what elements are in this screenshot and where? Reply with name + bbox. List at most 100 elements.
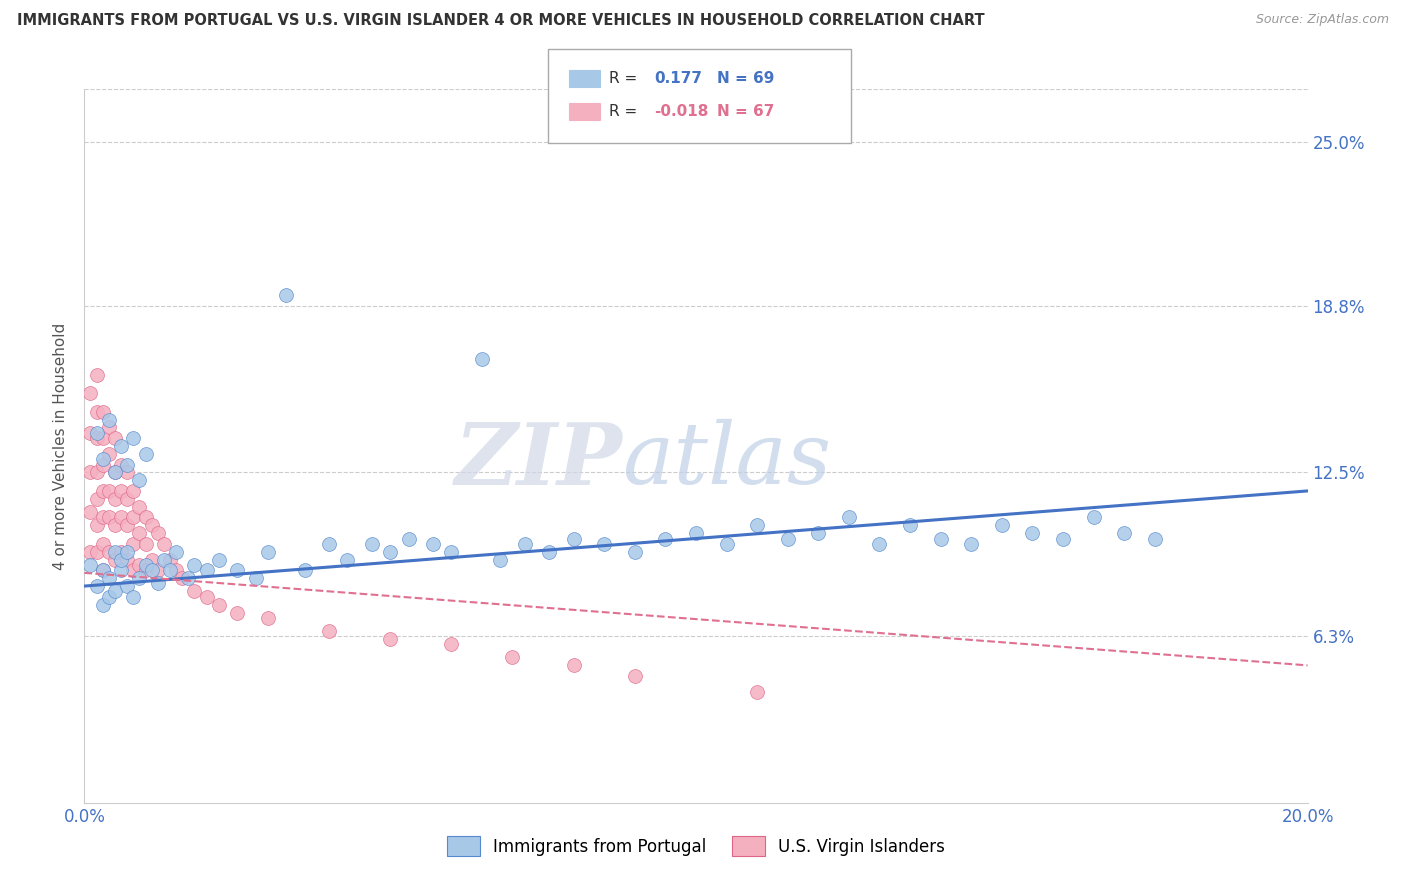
Point (208, 598, 231, 612)
Point (79, 386, 101, 401)
Point (79, 558, 101, 572)
Text: R =: R = (609, 71, 637, 86)
Point (86, 404, 108, 418)
Point (183, 558, 205, 572)
Point (502, 650, 524, 665)
Point (135, 510, 157, 524)
Point (440, 637, 463, 651)
Point (110, 439, 132, 453)
Point (91, 431, 114, 445)
Point (128, 474, 150, 488)
Y-axis label: 4 or more Vehicles in Household: 4 or more Vehicles in Household (53, 322, 69, 570)
Point (86, 431, 108, 445)
Point (104, 518, 127, 533)
Point (128, 558, 150, 572)
Point (489, 552, 512, 566)
Point (141, 552, 163, 566)
Point (929, 532, 952, 546)
Point (276, 288, 298, 302)
Text: ZIP: ZIP (454, 418, 623, 502)
Point (86, 518, 108, 533)
Point (318, 537, 340, 551)
Point (115, 518, 138, 533)
Point (195, 590, 218, 604)
Point (776, 532, 799, 546)
Point (685, 526, 707, 541)
Point (440, 545, 463, 559)
Point (97, 510, 120, 524)
Point (257, 545, 280, 559)
Point (86, 368, 108, 382)
Point (135, 447, 157, 461)
Point (807, 526, 830, 541)
Text: N = 67: N = 67 (717, 104, 775, 119)
Point (747, 685, 769, 699)
Text: R =: R = (609, 104, 637, 119)
Point (471, 351, 494, 366)
Point (122, 590, 145, 604)
Point (538, 545, 561, 559)
Point (135, 558, 157, 572)
Point (97, 412, 120, 426)
Point (1114, 526, 1136, 541)
Point (86, 466, 108, 480)
Point (128, 571, 150, 585)
Point (115, 466, 138, 480)
Point (128, 500, 150, 514)
Point (91, 458, 114, 472)
Point (562, 532, 585, 546)
Point (91, 510, 114, 524)
Point (195, 563, 218, 577)
Point (110, 483, 132, 498)
Point (654, 532, 676, 546)
Point (104, 584, 127, 599)
Text: Source: ZipAtlas.com: Source: ZipAtlas.com (1256, 13, 1389, 27)
Point (294, 563, 316, 577)
Point (153, 537, 176, 551)
Point (593, 537, 616, 551)
Point (97, 420, 120, 434)
Point (991, 518, 1014, 533)
Point (115, 579, 138, 593)
Point (110, 552, 132, 566)
Text: N = 69: N = 69 (717, 71, 775, 86)
Point (159, 552, 181, 566)
Point (91, 563, 114, 577)
Point (141, 518, 163, 533)
Point (624, 545, 647, 559)
Point (91, 404, 114, 418)
Point (869, 537, 891, 551)
Point (91, 563, 114, 577)
Point (135, 563, 157, 577)
Point (1083, 510, 1105, 524)
Point (79, 545, 101, 559)
Point (115, 491, 138, 506)
Point (159, 563, 181, 577)
Point (898, 518, 921, 533)
Point (135, 537, 157, 551)
Point (110, 563, 132, 577)
Point (115, 545, 138, 559)
Point (86, 545, 108, 559)
Point (79, 466, 101, 480)
Point (960, 537, 983, 551)
Point (128, 526, 150, 541)
Point (1052, 532, 1074, 546)
Point (208, 552, 231, 566)
Text: 0.177: 0.177 (654, 71, 702, 86)
Point (146, 526, 169, 541)
Point (177, 571, 200, 585)
Point (115, 458, 138, 472)
Point (318, 624, 340, 638)
Legend: Immigrants from Portugal, U.S. Virgin Islanders: Immigrants from Portugal, U.S. Virgin Is… (440, 830, 952, 863)
Point (104, 491, 127, 506)
Point (165, 563, 187, 577)
Point (122, 510, 145, 524)
Point (122, 483, 145, 498)
Point (91, 452, 114, 467)
Point (398, 532, 420, 546)
Point (380, 632, 402, 646)
Text: atlas: atlas (623, 419, 832, 501)
Point (257, 611, 280, 625)
Point (97, 590, 120, 604)
